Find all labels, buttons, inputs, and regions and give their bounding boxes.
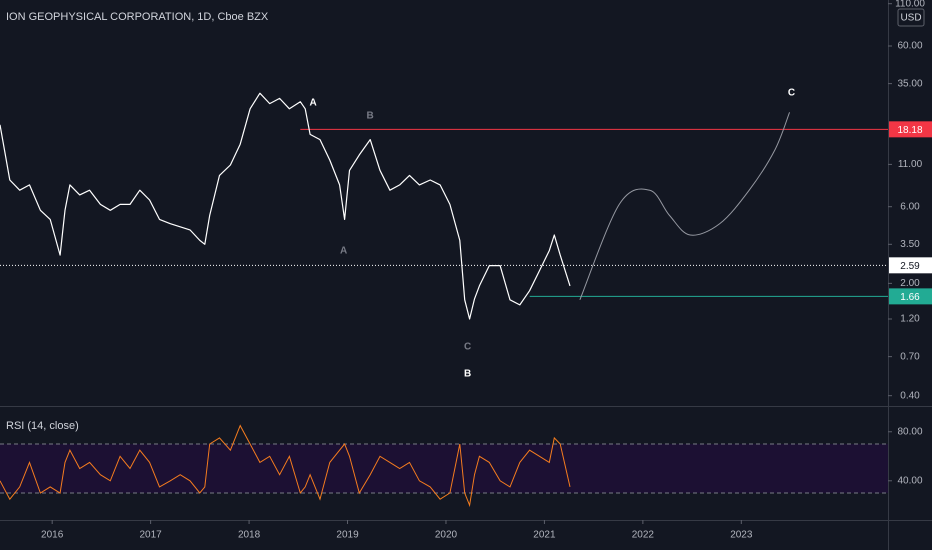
currency-box [897,8,925,27]
wave-label: C [788,88,795,99]
x-tick-label: 2018 [238,530,261,541]
y-tick-label: 6.00 [900,201,920,212]
price-level-box [889,257,932,274]
wave-label: B [367,111,374,122]
y-tick-label: 3.50 [900,239,920,250]
price-level-box [889,121,932,138]
y-tick-label: 35.00 [897,78,922,89]
x-tick-label: 2016 [41,530,64,541]
projection-curve [579,112,791,301]
y-tick-label: 1.20 [900,314,920,325]
y-tick-label: 0.40 [900,390,920,401]
y-tick-label: 0.70 [900,351,920,362]
wave-label: A [309,98,316,109]
x-tick-label: 2022 [632,530,655,541]
rsi-line [0,424,571,508]
y-tick-label: 11.00 [898,159,923,170]
chart-title: ION GEOPHYSICAL CORPORATION, 1D, Cboe BZ… [6,11,269,23]
price-level-label: 1.66 [900,292,920,303]
rsi-tick-label: 40.00 [897,475,922,486]
y-tick-label: 110.00 [895,0,925,9]
price-level-label: 18.18 [897,125,922,136]
wave-label: B [464,368,471,379]
x-tick-label: 2023 [730,530,753,541]
x-tick-label: 2017 [140,530,163,541]
y-tick-label: 60.00 [897,41,922,52]
rsi-tick-label: 80.00 [897,426,922,437]
price-level-label: 2.59 [900,261,920,272]
rsi-title: RSI (14, close) [6,420,79,432]
y-tick-label: 2.00 [900,278,920,289]
price-level-box [889,288,932,305]
price-line [0,92,571,320]
currency: USD [900,13,921,24]
wave-label: C [464,342,471,353]
x-tick-label: 2020 [435,530,458,541]
x-tick-label: 2021 [533,530,556,541]
wave-label: A [340,246,347,257]
rsi-band [0,444,888,494]
x-tick-label: 2019 [336,530,359,541]
